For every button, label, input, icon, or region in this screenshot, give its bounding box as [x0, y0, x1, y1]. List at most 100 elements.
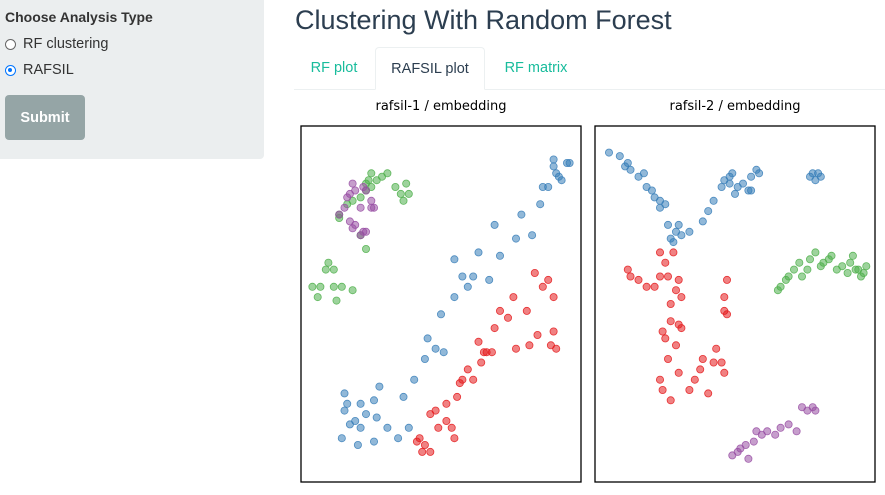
point-blue-1-6 — [639, 169, 648, 178]
point-red-1-31 — [712, 344, 721, 353]
point-green-0-1 — [316, 282, 325, 291]
point-blue-0-22 — [436, 310, 445, 319]
point-red-0-30 — [530, 268, 539, 277]
point-red-0-11 — [450, 434, 459, 443]
point-blue-0-28 — [469, 272, 478, 281]
point-green-1-8 — [806, 255, 815, 264]
point-red-1-15 — [658, 327, 667, 336]
point-red-0-8 — [447, 423, 456, 432]
point-red-0-3 — [420, 440, 429, 449]
point-red-1-20 — [666, 396, 675, 405]
radio-button-rf-clustering[interactable] — [5, 38, 16, 50]
point-blue-1-32 — [747, 186, 756, 195]
point-red-0-9 — [442, 399, 451, 408]
point-red-0-31 — [538, 282, 547, 291]
point-green-1-18 — [848, 251, 857, 260]
analysis-type-label: Choose Analysis Type — [5, 9, 153, 25]
point-blue-0-8 — [375, 382, 384, 391]
point-blue-0-35 — [528, 231, 537, 240]
point-green-0-24 — [383, 169, 392, 178]
point-red-1-27 — [696, 365, 705, 374]
panel-1-title: rafsil-1 / embedding — [375, 99, 506, 114]
point-green-0-7 — [332, 296, 341, 305]
point-blue-1-1 — [615, 152, 624, 161]
point-blue-0-34 — [517, 210, 526, 219]
tab-rf-plot[interactable]: RF plot — [310, 60, 358, 76]
point-blue-0-24 — [450, 293, 459, 302]
point-blue-0-31 — [490, 220, 499, 229]
point-red-1-3 — [642, 282, 651, 291]
point-blue-1-8 — [647, 186, 656, 195]
point-blue-0-2 — [340, 406, 349, 415]
point-red-1-33 — [720, 368, 729, 377]
point-red-1-4 — [650, 282, 659, 291]
point-green-0-21 — [367, 169, 376, 178]
point-green-1-5 — [795, 258, 804, 267]
point-blue-0-13 — [353, 440, 362, 449]
point-red-0-35 — [549, 327, 558, 336]
point-purple-0-0 — [348, 179, 357, 188]
point-red-0-16 — [463, 365, 472, 374]
radio-button-rafsil[interactable] — [5, 64, 16, 76]
point-red-1-29 — [704, 389, 713, 398]
point-blue-0-6 — [356, 399, 365, 408]
point-green-1-16 — [843, 268, 852, 277]
point-purple-1-12 — [792, 427, 801, 436]
panel-2-title: rafsil-2 / embedding — [669, 99, 800, 114]
point-blue-0-18 — [410, 375, 419, 384]
point-blue-0-33 — [511, 234, 520, 243]
point-green-1-3 — [784, 272, 793, 281]
point-blue-0-38 — [536, 200, 545, 209]
radio-label-rafsil[interactable]: RAFSIL — [23, 62, 74, 78]
point-blue-0-12 — [356, 423, 365, 432]
point-purple-0-16 — [367, 196, 376, 205]
point-blue-1-15 — [669, 238, 678, 247]
point-blue-1-13 — [663, 220, 672, 229]
point-green-0-5 — [329, 282, 338, 291]
point-red-1-25 — [685, 385, 694, 394]
point-green-1-13 — [827, 251, 836, 260]
point-red-0-27 — [522, 306, 531, 315]
point-purple-0-17 — [362, 186, 371, 195]
point-blue-0-30 — [485, 275, 494, 284]
point-purple-0-5 — [340, 203, 349, 212]
point-red-1-23 — [674, 368, 683, 377]
point-blue-0-32 — [495, 251, 504, 260]
radio-rafsil[interactable]: RAFSIL — [5, 57, 259, 83]
point-green-0-6 — [337, 282, 346, 291]
point-red-0-25 — [509, 293, 518, 302]
point-red-1-5 — [655, 272, 664, 281]
point-purple-1-11 — [784, 420, 793, 429]
tab-rafsil-plot[interactable]: RAFSIL plot — [375, 47, 485, 90]
point-blue-0-9 — [362, 410, 371, 419]
point-blue-0-11 — [372, 413, 381, 422]
point-blue-0-25 — [450, 255, 459, 264]
point-blue-0-10 — [383, 423, 392, 432]
point-green-1-17 — [846, 258, 855, 267]
submit-button[interactable]: Submit — [5, 95, 85, 140]
point-green-1-9 — [811, 248, 820, 257]
point-red-1-28 — [698, 354, 707, 363]
point-blue-0-3 — [343, 399, 352, 408]
point-blue-0-14 — [370, 437, 379, 446]
point-red-1-19 — [658, 385, 667, 394]
point-blue-0-23 — [439, 348, 448, 357]
point-green-1-15 — [838, 262, 847, 271]
panel-1: rafsil-1 / embedding — [300, 99, 582, 483]
tab-rf-matrix[interactable]: RF matrix — [504, 60, 568, 76]
point-purple-1-3 — [744, 454, 753, 463]
point-purple-0-12 — [362, 227, 371, 236]
point-blue-0-0 — [337, 434, 346, 443]
point-blue-0-15 — [394, 434, 403, 443]
point-purple-1-5 — [749, 437, 758, 446]
point-blue-1-0 — [604, 148, 613, 157]
radio-rf-clustering[interactable]: RF clustering — [5, 31, 259, 57]
point-red-1-8 — [655, 248, 664, 257]
point-purple-1-16 — [811, 406, 820, 415]
panel-2: rafsil-2 / embedding — [594, 99, 876, 483]
rafsil-plots-svg: rafsil-1 / embedding rafsil-2 / embeddin… — [300, 99, 876, 483]
radio-label-rf-clustering[interactable]: RF clustering — [23, 36, 109, 52]
point-red-1-12 — [677, 293, 686, 302]
sidebar-panel: Choose Analysis Type RF clustering RAFSI… — [0, 0, 264, 159]
point-purple-1-9 — [771, 430, 780, 439]
